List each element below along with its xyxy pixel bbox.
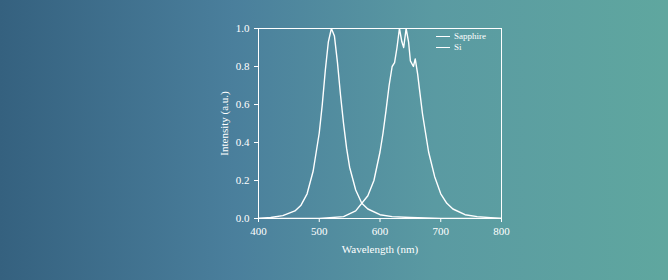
html-text:Si: Si bbox=[454, 42, 462, 52]
svg-text:800: 800 bbox=[493, 225, 510, 237]
svg-text:0.6: 0.6 bbox=[236, 98, 250, 110]
svg-text:0.2: 0.2 bbox=[236, 174, 250, 186]
svg-text:0.0: 0.0 bbox=[236, 212, 250, 224]
svg-text:0.8: 0.8 bbox=[236, 60, 250, 72]
svg-text:1.0: 1.0 bbox=[236, 22, 250, 34]
svg-text:500: 500 bbox=[311, 225, 328, 237]
html-text:Sapphire: Sapphire bbox=[454, 31, 486, 41]
svg-text:400: 400 bbox=[250, 225, 267, 237]
svg-text:Intensity (a.u.): Intensity (a.u.) bbox=[218, 91, 231, 156]
svg-text:700: 700 bbox=[433, 225, 450, 237]
svg-text:600: 600 bbox=[372, 225, 389, 237]
svg-text:0.4: 0.4 bbox=[236, 136, 250, 148]
svg-text:Wavelength (nm): Wavelength (nm) bbox=[342, 243, 419, 256]
